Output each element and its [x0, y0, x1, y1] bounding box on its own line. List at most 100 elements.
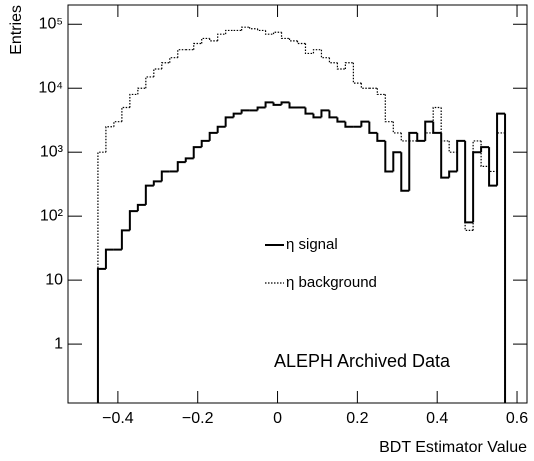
histogram-step — [480, 140, 490, 167]
histogram-step — [352, 62, 362, 84]
histogram-step — [288, 38, 298, 42]
histogram-step — [376, 132, 386, 142]
histogram-step — [440, 107, 450, 142]
histogram-step — [448, 170, 458, 178]
histogram-step — [97, 151, 106, 403]
histogram-step — [177, 49, 186, 58]
histogram-step — [304, 43, 314, 55]
histogram-step — [376, 88, 386, 96]
legend-label: η signal — [286, 236, 338, 253]
histogram-step — [328, 110, 338, 119]
histogram-step — [129, 93, 138, 108]
histogram-step — [209, 38, 218, 42]
histogram-step — [232, 112, 242, 118]
histogram-step — [448, 140, 458, 153]
histogram-step — [496, 132, 506, 172]
histogram-step — [344, 62, 354, 69]
x-tick-label: 0 — [273, 410, 282, 427]
histogram-step — [304, 107, 314, 115]
histogram-step — [160, 170, 170, 182]
histogram-step — [424, 132, 434, 141]
histogram-step — [161, 62, 170, 69]
histogram-step — [264, 101, 274, 108]
histogram-step — [104, 248, 114, 269]
histogram-step — [201, 37, 210, 44]
histogram-step — [264, 30, 274, 35]
histogram-step — [256, 106, 266, 111]
x-axis-label: BDT Estimator Value — [379, 439, 527, 456]
histogram-step — [312, 113, 322, 119]
histogram-step — [272, 31, 282, 35]
x-tick-label: −0.4 — [102, 410, 134, 427]
histogram-step — [288, 102, 298, 109]
histogram-step — [464, 140, 474, 231]
histogram-step — [225, 29, 234, 35]
histogram-step — [192, 146, 202, 159]
histogram-step — [432, 106, 442, 133]
histogram-step — [456, 139, 466, 172]
y-tick-label: 10² — [40, 207, 64, 224]
y-tick-label: 10 — [45, 271, 63, 288]
y-tick-label: 10⁴ — [38, 79, 63, 96]
histogram-step — [416, 132, 426, 142]
histogram-step — [400, 152, 410, 192]
histogram-step — [336, 62, 346, 70]
histogram-step — [368, 121, 378, 134]
histogram-step — [336, 117, 346, 123]
histogram-step — [480, 146, 490, 153]
histogram-step — [488, 147, 498, 187]
histogram-step — [240, 109, 250, 114]
histogram-step — [472, 151, 482, 223]
histogram-step — [224, 116, 234, 127]
histogram-step — [256, 28, 266, 32]
histogram-step — [384, 140, 394, 173]
histogram-step — [217, 33, 226, 41]
histogram-step — [153, 68, 162, 77]
histogram-step — [312, 49, 322, 54]
histogram-step — [249, 27, 258, 30]
histogram-step — [241, 26, 250, 31]
histogram-step — [408, 131, 418, 191]
histogram-step — [128, 210, 138, 231]
histogram-step — [121, 106, 130, 122]
x-tick-label: 0.2 — [346, 410, 368, 427]
histogram-step — [496, 112, 506, 186]
histogram-step — [384, 94, 394, 123]
histogram-step — [184, 157, 194, 163]
histogram-step — [488, 166, 498, 173]
histogram-step — [456, 140, 466, 153]
histogram-step — [137, 87, 146, 95]
y-tick-label: 10³ — [40, 143, 64, 160]
histogram-step — [280, 32, 290, 40]
histogram-step — [320, 49, 330, 59]
histogram-step — [136, 203, 146, 212]
legend-label: η background — [286, 274, 377, 291]
histogram-step — [280, 101, 290, 105]
histogram-step — [360, 83, 370, 89]
histogram-step — [113, 121, 122, 127]
y-axis-label: Entries — [8, 5, 25, 55]
x-tick-label: −0.2 — [182, 410, 214, 427]
histogram-step — [320, 109, 330, 118]
annotation: ALEPH Archived Data — [274, 351, 451, 371]
histogram-step — [120, 229, 130, 250]
histogram-step — [344, 121, 354, 128]
histogram-step — [272, 102, 282, 106]
histogram-step — [169, 57, 178, 63]
histogram-step — [145, 76, 154, 89]
histogram-step — [400, 132, 410, 142]
histogram-step — [392, 121, 402, 134]
plot-frame — [67, 4, 528, 404]
histogram-step — [152, 180, 162, 186]
histogram-step — [440, 132, 450, 179]
histogram-step — [193, 42, 202, 50]
histogram-step — [424, 120, 434, 141]
x-tick-label: 0.4 — [426, 410, 448, 427]
x-tick-label: 0.6 — [506, 410, 528, 427]
histogram-step — [200, 139, 210, 148]
histogram-step — [328, 57, 338, 64]
histogram-step — [464, 140, 474, 224]
histogram-step — [360, 120, 370, 127]
histogram-step — [296, 40, 306, 45]
